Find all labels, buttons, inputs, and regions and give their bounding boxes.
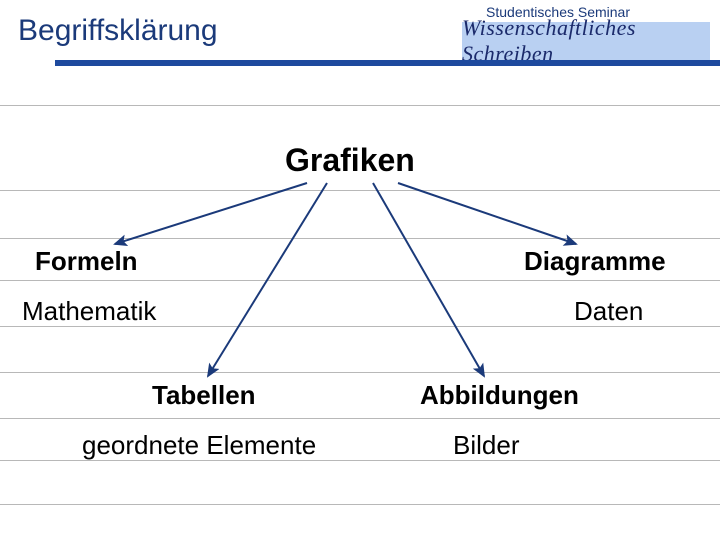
diagram-arrow [115,183,307,244]
horizontal-rule [0,105,720,106]
horizontal-rule [0,238,720,239]
diagram-node-tabellen: Tabellen [152,380,256,411]
horizontal-rule [0,190,720,191]
diagram-node-abbildungen: Abbildungen [420,380,579,411]
header-underline [55,60,720,66]
diagram-node-daten: Daten [574,296,643,327]
horizontal-rule [0,504,720,505]
logo-box: Wissenschaftliches Schreiben [462,22,710,60]
diagram-node-formeln: Formeln [35,246,138,277]
diagram-central: Grafiken [285,142,415,179]
diagram-node-bilder: Bilder [453,430,519,461]
header: Begriffsklärung Studentisches Seminar Wi… [0,0,720,70]
diagram-arrow [398,183,576,244]
diagram-node-geordnete: geordnete Elemente [82,430,316,461]
horizontal-rule [0,418,720,419]
horizontal-rule [0,372,720,373]
page-title: Begriffsklärung [18,14,218,48]
horizontal-rule [0,280,720,281]
diagram-node-diagramme: Diagramme [524,246,666,277]
diagram-node-mathematik: Mathematik [22,296,156,327]
